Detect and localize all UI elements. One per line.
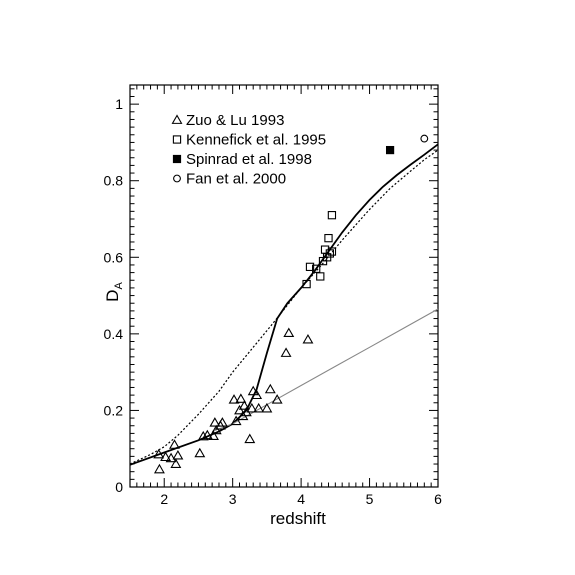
triangle-point: [165, 452, 177, 463]
triangle-point: [238, 400, 250, 410]
legend: Zuo & Lu 1993 Kennefick et al. 1995 Spinra…: [171, 112, 326, 188]
circle-point: [173, 174, 181, 183]
triangle-point: [169, 439, 180, 449]
triangle-point: [234, 404, 245, 415]
svg-text:DA: DA: [103, 282, 125, 302]
triangle-point: [216, 417, 228, 427]
square-point: [327, 211, 337, 220]
y-tick-label: 0.2: [104, 402, 124, 418]
filled-square-point: [385, 145, 395, 155]
y-tick-label: 0.6: [104, 249, 124, 265]
y-axis-title: DA: [103, 282, 125, 302]
x-tick-label: 4: [297, 491, 305, 507]
triangle-point: [209, 417, 221, 427]
triangle-point: [170, 458, 182, 468]
triangle-point: [194, 447, 206, 458]
triangle-point: [171, 114, 183, 124]
triangle-point: [261, 402, 273, 413]
legend-label: Zuo & Lu 1993: [186, 112, 284, 129]
x-axis-title: redshift: [270, 509, 326, 528]
filled-square-point: [172, 154, 182, 164]
triangle-point: [230, 415, 242, 426]
x-tick-label: 6: [434, 491, 442, 507]
triangle-point: [246, 402, 258, 413]
square-point: [172, 135, 182, 144]
legend-label: Kennefick et al. 1995: [186, 132, 326, 149]
plot-frame: [129, 84, 439, 488]
triangle-point: [235, 393, 247, 403]
x-tick-label: 3: [229, 491, 237, 507]
triangle-point: [172, 449, 184, 460]
triangle-point: [271, 394, 283, 404]
triangle-point: [244, 433, 256, 444]
model-curves: [129, 143, 439, 466]
y-tick-label: 0: [115, 479, 123, 495]
x-tick-label: 5: [366, 491, 374, 507]
triangle-point: [160, 451, 172, 462]
triangle-point: [302, 333, 314, 344]
curve-dotted: [129, 149, 439, 465]
triangle-point: [247, 385, 259, 396]
axis-ticks: 2 3 4 5 6 0 0.2 0.4 0.6 0.8 1: [104, 85, 442, 507]
square-point: [327, 247, 337, 256]
x-tick-label: 2: [160, 491, 168, 507]
square-point: [302, 279, 311, 289]
triangle-point: [228, 394, 240, 404]
y-tick-label: 0.8: [104, 173, 124, 189]
curve-solid-thin-gray: [211, 308, 439, 433]
circle-point: [420, 134, 429, 143]
data-points: [153, 134, 429, 474]
triangle-point: [153, 448, 165, 459]
square-point: [316, 272, 325, 281]
triangle-point: [283, 327, 295, 338]
curve-solid-thick: [129, 143, 439, 466]
triangle-point: [280, 347, 292, 357]
triangle-point: [251, 389, 263, 400]
legend-label: Fan et al. 2000: [186, 171, 286, 188]
y-axis-title-main: D: [103, 290, 122, 302]
triangle-point: [208, 430, 219, 441]
triangle-point: [210, 424, 222, 435]
triangle-point: [197, 430, 209, 441]
legend-label: Spinrad et al. 1998: [186, 151, 312, 168]
square-point: [324, 233, 333, 243]
y-tick-label: 0.4: [104, 326, 124, 342]
square-point: [305, 262, 315, 272]
triangle-point: [201, 429, 213, 440]
y-tick-label: 1: [115, 96, 123, 112]
triangle-point: [264, 383, 276, 394]
square-point: [325, 249, 335, 258]
triangle-point: [253, 402, 265, 413]
y-axis-title-sub: A: [113, 282, 125, 290]
triangle-point: [153, 463, 165, 474]
